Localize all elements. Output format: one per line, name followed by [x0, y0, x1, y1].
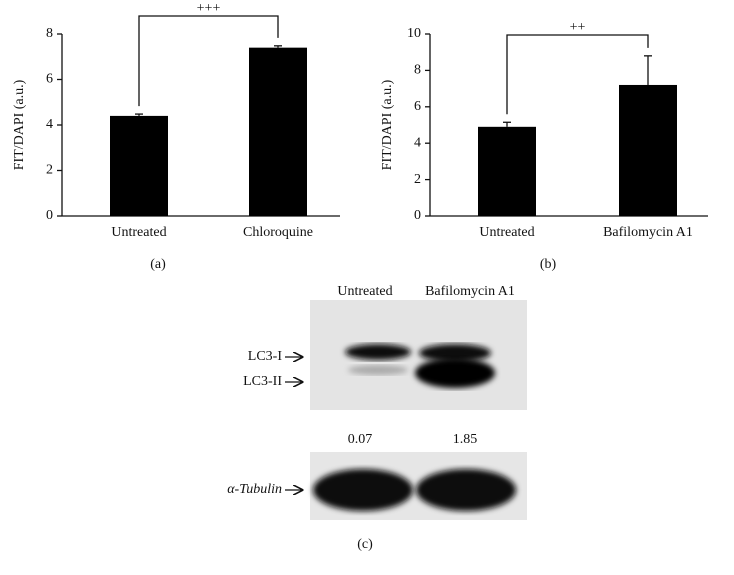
ratio: 0.07	[348, 432, 373, 447]
band-label: LC3-II	[243, 374, 282, 389]
band	[313, 469, 413, 511]
y-tick-label: 0	[46, 208, 53, 223]
band	[416, 469, 516, 511]
y-tick-label: 6	[46, 72, 53, 87]
x-tick-label: Chloroquine	[243, 225, 313, 240]
bar	[478, 126, 536, 216]
y-axis-label: FIT/DAPI (a.u.)	[12, 79, 27, 170]
lane-label: Bafilomycin A1	[425, 284, 515, 299]
bar	[619, 84, 677, 217]
band	[419, 344, 491, 362]
panel-label: (a)	[150, 257, 166, 272]
band-label: α-Tubulin	[227, 482, 282, 497]
y-tick-label: 8	[46, 26, 53, 41]
bar	[249, 47, 307, 217]
panel-label: (b)	[540, 257, 557, 272]
x-tick-label: Untreated	[111, 225, 166, 240]
band	[348, 365, 408, 375]
annotation: +++	[197, 1, 221, 16]
band	[345, 344, 411, 360]
y-tick-label: 10	[407, 26, 421, 41]
blot-image	[310, 300, 527, 410]
significance-bracket	[138, 15, 279, 107]
y-tick-label: 2	[46, 163, 53, 178]
y-tick-label: 4	[414, 135, 421, 150]
x-tick-label: Bafilomycin A1	[603, 225, 693, 240]
y-tick-label: 2	[414, 172, 421, 187]
panel-label: (c)	[357, 537, 373, 552]
band-label: LC3-I	[248, 349, 283, 364]
annotation: ++	[570, 20, 586, 35]
y-tick-label: 0	[414, 208, 421, 223]
band	[415, 358, 495, 388]
y-tick-label: 4	[46, 117, 53, 132]
bar	[110, 115, 168, 216]
significance-bracket	[506, 34, 649, 115]
y-tick-label: 8	[414, 63, 421, 78]
ratio: 1.85	[453, 432, 478, 447]
x-tick-label: Untreated	[479, 225, 534, 240]
y-axis-label: FIT/DAPI (a.u.)	[380, 79, 395, 170]
lane-label: Untreated	[337, 284, 392, 299]
y-tick-label: 6	[414, 99, 421, 114]
